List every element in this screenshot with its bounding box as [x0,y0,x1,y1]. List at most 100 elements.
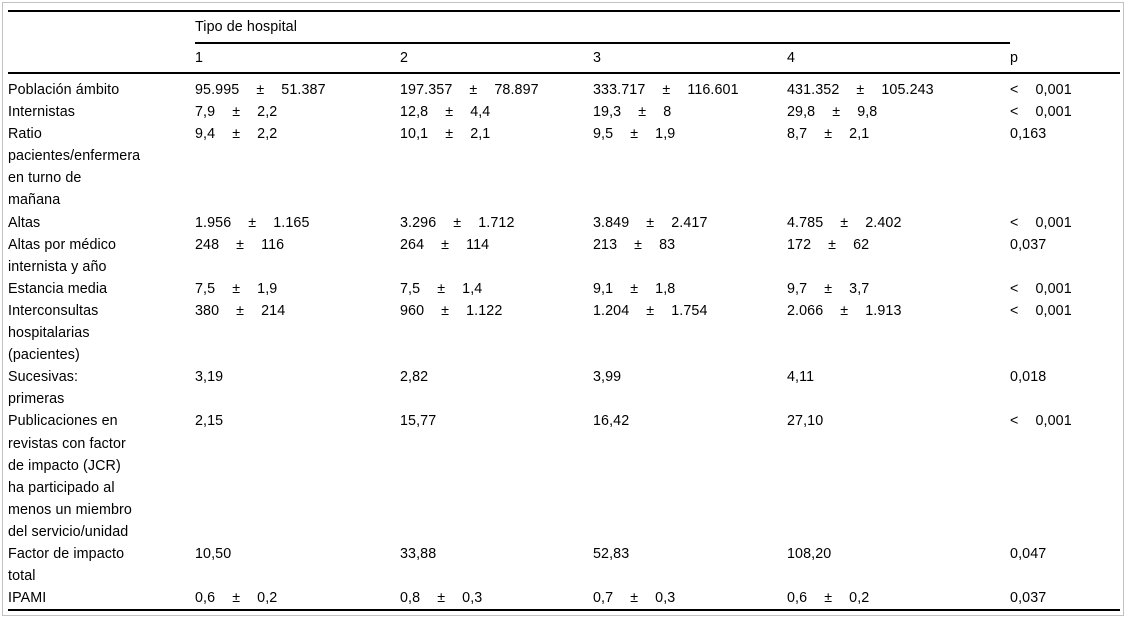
plus-minus-sign: ± [856,82,865,98]
sd-value: 1.913 [865,302,902,319]
sd-value: 0,3 [655,590,676,607]
p-value: 0,037 [1010,236,1047,253]
row-label-cell: Altas [8,212,195,234]
plus-minus-sign: ± [441,302,450,319]
plus-minus-sign: ± [445,126,454,143]
mean-value: 108,20 [787,545,832,562]
sd-value: 0,3 [462,590,483,607]
plus-minus-sign: ± [445,104,454,121]
value-cell-type-1: 248 ±116 [195,234,400,278]
row-label-line: Internistas [8,104,76,121]
value-cell-type-4: 108,20 [787,543,1010,587]
plus-minus-sign: ± [630,590,639,607]
sd-value: 1.712 [478,214,515,231]
row-label-line: Población ámbito [8,82,120,98]
value-cell-type-2: 3.296 ±1.712 [400,212,593,234]
row-label-line: Factor de impacto [8,545,125,562]
row-label-line: Altas [8,214,41,231]
p-value: 0,163 [1010,126,1047,143]
sd-value: 1,8 [655,280,676,297]
sd-value: 105.243 [881,82,934,98]
p-value: 0,001 [1035,82,1072,98]
plus-minus-sign: ± [232,104,241,121]
mean-value: 0,6 [195,590,216,607]
mean-value: 3,19 [195,369,224,386]
mean-value: 95.995 [195,82,240,98]
row-label-cell: Población ámbito [8,73,195,101]
mean-value: 8,7 [787,126,808,143]
row-label-cell: Factor de impacto total [8,543,195,587]
row-label-line: internista y año [8,258,107,275]
sd-value: 214 [261,302,286,319]
value-cell-type-3: 16,42 [593,410,787,543]
sd-value: 0,2 [257,590,278,607]
sd-value: 78.897 [494,82,539,98]
mean-value: 431.352 [787,82,840,98]
plus-minus-sign: ± [232,126,241,143]
p-value: 0,018 [1010,369,1047,386]
less-than-sign: < [1010,82,1019,98]
row-label-line: del servicio/unidad [8,523,129,540]
col-header-p: p [1010,43,1121,74]
value-cell-type-1: 3,19 [195,366,400,410]
row-label-line: (pacientes) [8,347,80,364]
value-cell-type-3: 1.204 ±1.754 [593,300,787,366]
mean-value: 9,5 [593,126,614,143]
value-cell-type-2: 2,82 [400,366,593,410]
mean-value: 197.357 [400,82,453,98]
sd-value: 2,1 [470,126,491,143]
plus-minus-sign: ± [662,82,671,98]
mean-value: 7,5 [400,280,421,297]
plus-minus-sign: ± [630,126,639,143]
plus-minus-sign: ± [441,236,450,253]
mean-value: 960 [400,302,425,319]
col-header-hospital-type-4: 4 [787,43,1011,74]
plus-minus-sign: ± [824,590,833,607]
plus-minus-sign: ± [232,590,241,607]
plus-minus-sign: ± [256,82,265,98]
row-label-line: ha participado al [8,479,115,496]
value-cell-type-3: 9,1 ±1,8 [593,278,787,300]
plus-minus-sign: ± [840,302,849,319]
table-row: Altas por médico internista y año 248 ±116 2… [8,234,1120,278]
value-cell-type-1: 380 ±214 [195,300,400,366]
value-cell-type-3: 0,7 ±0,3 [593,587,787,610]
row-label-cell: Publicaciones en revistas con factor de im… [8,410,195,543]
p-value-cell: <0,001 [1010,410,1120,543]
row-label-line: revistas con factor [8,435,126,452]
mean-value: 3.296 [400,214,437,231]
sd-value: 1.754 [671,302,708,319]
mean-value: 9,1 [593,280,614,297]
mean-value: 2,82 [400,369,429,386]
plus-minus-sign: ± [236,236,245,253]
p-value-cell: 0,047 [1010,543,1120,587]
sd-value: 9,8 [857,104,878,121]
spanner-header: Tipo de hospital [195,11,1011,44]
table-row: Interconsultas hospitalarias (pacientes) 38… [8,300,1120,366]
plus-minus-sign: ± [840,214,849,231]
sd-value: 1,4 [462,280,483,297]
p-value-cell: <0,001 [1010,101,1120,123]
plus-minus-sign: ± [638,104,647,121]
value-cell-type-2: 33,88 [400,543,593,587]
less-than-sign: < [1010,413,1019,430]
mean-value: 333.717 [593,82,646,98]
mean-value: 10,1 [400,126,429,143]
mean-value: 12,8 [400,104,429,121]
mean-value: 27,10 [787,413,824,430]
value-cell-type-2: 15,77 [400,410,593,543]
sd-value: 114 [466,236,490,253]
value-cell-type-1: 7,9 ±2,2 [195,101,400,123]
value-cell-type-4: 0,6 ±0,2 [787,587,1010,610]
value-cell-type-4: 172 ±62 [787,234,1010,278]
sd-value: 1.165 [273,214,310,231]
mean-value: 33,88 [400,545,437,562]
value-cell-type-3: 3.849 ±2.417 [593,212,787,234]
p-value: 0,001 [1035,413,1072,430]
less-than-sign: < [1010,280,1019,297]
table-row: Estancia media 7,5 ±1,9 7,5 ±1,4 9,1 ±1,8 9,7 ±3… [8,278,1120,300]
mean-value: 9,4 [195,126,216,143]
column-header-row: 1 2 3 4 p [8,43,1121,74]
table-row: Ratio pacientes/enfermera en turno de mañan… [8,123,1120,211]
